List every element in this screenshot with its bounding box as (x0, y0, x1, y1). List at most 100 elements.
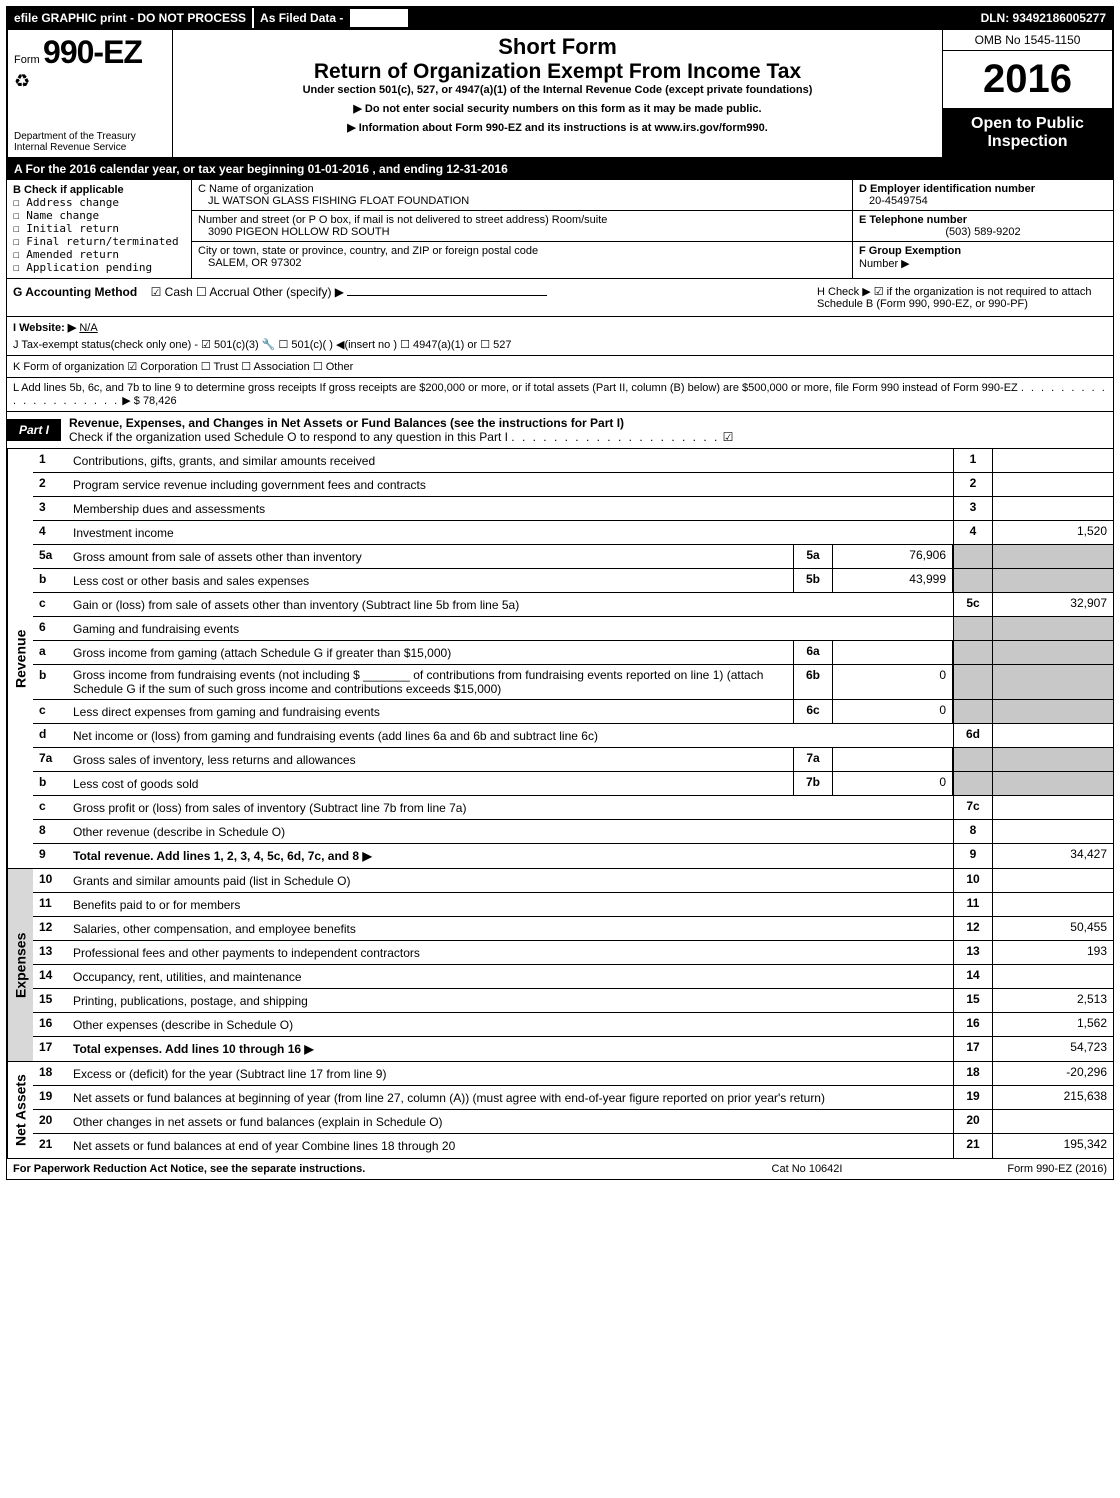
line-5b: Less cost or other basis and sales expen… (73, 574, 309, 588)
line-15: Printing, publications, postage, and shi… (73, 994, 308, 1008)
header-left: Form 990-EZ ♻ Department of the Treasury… (8, 30, 173, 157)
dln-label: DLN: 93492186005277 (975, 8, 1112, 28)
line-21: Net assets or fund balances at end of ye… (73, 1139, 455, 1153)
part-1-header: Part I Revenue, Expenses, and Changes in… (6, 412, 1114, 449)
g-label: G Accounting Method (13, 285, 137, 299)
line-1: Contributions, gifts, grants, and simila… (73, 454, 375, 468)
chk-initial[interactable]: ☐ Initial return (13, 222, 185, 235)
f-group-label: F Group Exemption (859, 245, 961, 257)
line-5c: Gain or (loss) from sale of assets other… (73, 598, 519, 612)
part-1-table: Revenue 1Contributions, gifts, grants, a… (6, 449, 1114, 1159)
header-center: Short Form Return of Organization Exempt… (173, 30, 942, 157)
line-18: Excess or (deficit) for the year (Subtra… (73, 1067, 386, 1081)
line-3: Membership dues and assessments (73, 502, 265, 516)
form-number: 990-EZ (43, 34, 142, 70)
short-form-title: Short Form (181, 34, 934, 60)
line-19: Net assets or fund balances at beginning… (73, 1091, 825, 1105)
line-6b: Gross income from fundraising events (no… (73, 668, 787, 696)
line-7b: Less cost of goods sold (73, 777, 198, 791)
chk-pending[interactable]: ☐ Application pending (13, 261, 185, 274)
top-bar: efile GRAPHIC print - DO NOT PROCESS As … (6, 6, 1114, 30)
l-text: L Add lines 5b, 6c, and 7b to line 9 to … (13, 382, 1018, 394)
line-17: Total expenses. Add lines 10 through 16 (73, 1042, 301, 1056)
note-info: ▶ Information about Form 990-EZ and its … (181, 121, 934, 134)
subtitle: Under section 501(c), 527, or 4947(a)(1)… (181, 84, 934, 96)
line-14: Occupancy, rent, utilities, and maintena… (73, 970, 302, 984)
line-7a: Gross sales of inventory, less returns a… (73, 753, 356, 767)
i-website-value: N/A (79, 322, 97, 334)
chk-name[interactable]: ☐ Name change (13, 209, 185, 222)
line-8: Other revenue (describe in Schedule O) (73, 825, 285, 839)
main-title: Return of Organization Exempt From Incom… (181, 60, 934, 84)
c-city-value: SALEM, OR 97302 (198, 257, 846, 269)
section-bcd: B Check if applicable ☐ Address change ☐… (6, 179, 1114, 279)
part-1-sub: Check if the organization used Schedule … (69, 430, 508, 444)
line-9: Total revenue. Add lines 1, 2, 3, 4, 5c,… (73, 849, 359, 863)
dept-treasury: Department of the Treasury (14, 131, 136, 142)
side-expenses: Expenses (7, 869, 33, 1061)
side-netassets: Net Assets (7, 1062, 33, 1158)
b-title: B Check if applicable (13, 184, 185, 196)
l-amount: ▶ $ 78,426 (122, 395, 176, 407)
j-tax-exempt[interactable]: J Tax-exempt status(check only one) - ☑ … (13, 338, 1107, 351)
line-6d: Net income or (loss) from gaming and fun… (73, 729, 598, 743)
c-addr-label: Number and street (or P O box, if mail i… (198, 214, 846, 226)
line-10: Grants and similar amounts paid (list in… (73, 874, 350, 888)
as-filed-field (349, 8, 409, 28)
line-6: Gaming and fundraising events (73, 622, 239, 636)
line-5a: Gross amount from sale of assets other t… (73, 550, 362, 564)
e-phone-label: E Telephone number (859, 214, 1107, 226)
page-footer: For Paperwork Reduction Act Notice, see … (6, 1159, 1114, 1180)
part-1-badge: Part I (7, 419, 61, 441)
line-6c: Less direct expenses from gaming and fun… (73, 705, 380, 719)
row-a-calendar: A For the 2016 calendar year, or tax yea… (6, 159, 1114, 179)
h-check[interactable]: H Check ▶ ☑ if the organization is not r… (817, 285, 1107, 310)
form-header: Form 990-EZ ♻ Department of the Treasury… (6, 30, 1114, 159)
tax-year: 2016 (943, 51, 1112, 109)
col-c-org: C Name of organization JL WATSON GLASS F… (192, 180, 853, 278)
d-ein-value: 20-4549754 (859, 195, 1107, 207)
line-2: Program service revenue including govern… (73, 478, 426, 492)
open-to-public: Open to Public Inspection (943, 109, 1112, 157)
recycle-icon: ♻ (14, 71, 166, 92)
line-i-j: I Website: ▶ N/A J Tax-exempt status(che… (6, 317, 1114, 356)
omb-number: OMB No 1545-1150 (943, 30, 1112, 51)
chk-address[interactable]: ☐ Address change (13, 196, 185, 209)
line-13: Professional fees and other payments to … (73, 946, 420, 960)
footer-formno: Form 990-EZ (2016) (907, 1163, 1107, 1175)
form-prefix: Form (14, 54, 40, 66)
line-k[interactable]: K Form of organization ☑ Corporation ☐ T… (6, 356, 1114, 378)
d-ein-label: D Employer identification number (859, 183, 1107, 195)
chk-final[interactable]: ☐ Final return/terminated (13, 235, 185, 248)
c-name-label: C Name of organization (198, 183, 846, 195)
line-l: L Add lines 5b, 6c, and 7b to line 9 to … (6, 378, 1114, 412)
chk-amended[interactable]: ☐ Amended return (13, 248, 185, 261)
col-d: D Employer identification number 20-4549… (853, 180, 1113, 278)
line-20: Other changes in net assets or fund bala… (73, 1115, 443, 1129)
line-12: Salaries, other compensation, and employ… (73, 922, 356, 936)
line-7c: Gross profit or (loss) from sales of inv… (73, 801, 466, 815)
efile-label: efile GRAPHIC print - DO NOT PROCESS (8, 8, 252, 28)
footer-paperwork: For Paperwork Reduction Act Notice, see … (13, 1163, 707, 1175)
line-4: Investment income (73, 526, 174, 540)
as-filed-label: As Filed Data - (252, 8, 349, 28)
col-b-checkboxes: B Check if applicable ☐ Address change ☐… (7, 180, 192, 278)
part-1-check[interactable]: ☑ (723, 430, 734, 444)
part-1-title: Revenue, Expenses, and Changes in Net As… (69, 416, 624, 430)
dept-irs: Internal Revenue Service (14, 142, 136, 153)
header-right: OMB No 1545-1150 2016 Open to Public Ins… (942, 30, 1112, 157)
footer-catno: Cat No 10642I (707, 1163, 907, 1175)
note-ssn: ▶ Do not enter social security numbers o… (181, 102, 934, 115)
g-options[interactable]: ☑ Cash ☐ Accrual Other (specify) ▶ (151, 285, 344, 299)
line-6a: Gross income from gaming (attach Schedul… (73, 646, 451, 660)
c-addr-value: 3090 PIGEON HOLLOW RD SOUTH (198, 226, 846, 238)
e-phone-value: (503) 589-9202 (859, 226, 1107, 238)
line-16: Other expenses (describe in Schedule O) (73, 1018, 293, 1032)
side-revenue: Revenue (7, 449, 33, 868)
c-name-value: JL WATSON GLASS FISHING FLOAT FOUNDATION (198, 195, 846, 207)
i-website-label: I Website: ▶ (13, 322, 76, 334)
line-g-h: G Accounting Method ☑ Cash ☐ Accrual Oth… (6, 279, 1114, 317)
f-group-label2: Number ▶ (859, 258, 910, 270)
line-11: Benefits paid to or for members (73, 898, 240, 912)
c-city-label: City or town, state or province, country… (198, 245, 846, 257)
